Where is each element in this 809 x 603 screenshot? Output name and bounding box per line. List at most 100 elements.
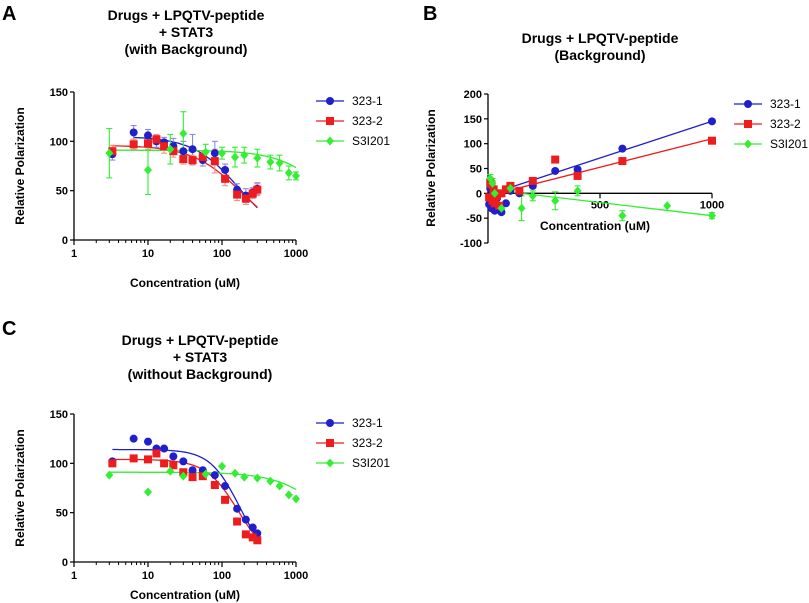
legend-label-323-2: 323-2 xyxy=(352,436,383,450)
data-point-S3I201 xyxy=(663,201,672,211)
panel-c-axes xyxy=(73,414,296,563)
data-point-323-2 xyxy=(221,495,230,504)
y-tick-label: 150 xyxy=(464,114,482,126)
y-tick-label: 50 xyxy=(56,186,68,198)
y-tick-label: 150 xyxy=(50,409,68,421)
data-point-323-1 xyxy=(221,482,230,491)
panel-a-y-axis-label: Relative Polarization xyxy=(13,107,27,224)
data-point-S3I201 xyxy=(218,461,226,471)
data-point-323-2 xyxy=(144,455,152,464)
data-point-323-1 xyxy=(160,444,169,453)
legend-marker-S3I201 xyxy=(326,136,334,146)
panel-c-ticks: 0 50 100 150 1 10 100 1000 xyxy=(50,409,309,582)
data-point-323-1 xyxy=(618,144,627,153)
data-point-323-2 xyxy=(198,472,207,481)
data-point-323-1 xyxy=(551,166,560,175)
y-tick-label: 0 xyxy=(62,235,68,247)
legend-label-S3I201: S3I201 xyxy=(352,134,390,148)
x-tick-label: 1 xyxy=(71,248,77,260)
legend-label-S3I201: S3I201 xyxy=(352,456,390,470)
panel-a-title-line-2: + STAT3 xyxy=(159,24,214,40)
data-point-323-1 xyxy=(169,452,178,461)
legend-marker-323-1 xyxy=(326,97,334,105)
x-tick-label: 1000 xyxy=(700,199,724,211)
data-point-323-2 xyxy=(248,533,257,542)
panel-letter-c: C xyxy=(2,318,16,340)
data-point-S3I201 xyxy=(179,471,188,481)
y-tick-label: 0 xyxy=(62,557,68,569)
panel-b-fit-lines xyxy=(487,120,713,217)
data-point-S3I201 xyxy=(275,158,284,168)
y-tick-label: -100 xyxy=(460,238,482,250)
data-point-323-1 xyxy=(188,145,197,154)
data-point-323-2 xyxy=(152,449,161,458)
data-point-323-1 xyxy=(129,128,138,137)
y-tick-label: -50 xyxy=(466,213,482,225)
legend-marker-323-2 xyxy=(744,120,752,128)
data-point-323-2 xyxy=(188,156,197,165)
data-point-S3I201 xyxy=(506,183,515,193)
fit-line-323-1 xyxy=(487,120,713,196)
data-point-323-1 xyxy=(221,165,230,174)
legend-label-323-2: 323-2 xyxy=(770,117,801,131)
panel-b-error-bars xyxy=(487,173,715,222)
y-tick-label: 200 xyxy=(464,89,482,101)
panel-a-title-line-1: Drugs + LPQTV-peptide xyxy=(108,7,265,23)
panel-b-y-axis-label: Relative Polarization xyxy=(424,109,438,226)
fit-line-323-1 xyxy=(112,448,258,538)
data-point-323-2 xyxy=(144,139,152,148)
data-point-323-2 xyxy=(188,473,197,482)
data-point-S3I201 xyxy=(618,211,627,221)
fit-line-323-2 xyxy=(487,138,713,197)
data-point-323-2 xyxy=(152,135,161,144)
data-point-S3I201 xyxy=(201,469,210,479)
panel-a-legend: 323-1 323-2 S3I201 xyxy=(316,94,390,148)
data-point-323-1 xyxy=(241,515,250,524)
data-point-323-1 xyxy=(179,147,188,156)
data-point-S3I201 xyxy=(231,152,240,162)
panel-b-title-line-2: (Background) xyxy=(555,47,646,63)
data-point-S3I201 xyxy=(275,481,284,491)
data-point-323-2 xyxy=(241,194,250,203)
data-point-323-2 xyxy=(515,186,524,195)
panel-b-legend: 323-1 323-2 S3I201 xyxy=(734,97,808,151)
data-point-323-2 xyxy=(253,185,262,194)
legend-marker-S3I201 xyxy=(744,139,752,149)
data-point-S3I201 xyxy=(105,470,114,480)
data-point-323-1 xyxy=(144,131,152,140)
x-tick-label: 1000 xyxy=(284,248,308,260)
data-point-323-2 xyxy=(248,189,257,198)
data-point-323-2 xyxy=(108,459,117,468)
data-point-S3I201 xyxy=(488,178,497,188)
y-tick-label: 0 xyxy=(476,188,482,200)
legend-label-323-2: 323-2 xyxy=(352,114,383,128)
panel-c: C Drugs + LPQTV-peptide + STAT3 (without… xyxy=(2,318,390,602)
y-tick-label: 150 xyxy=(50,87,68,99)
legend-marker-323-2 xyxy=(326,439,334,447)
data-point-S3I201 xyxy=(517,203,526,213)
panel-c-y-axis-label: Relative Polarization xyxy=(13,429,27,546)
data-point-323-1 xyxy=(708,117,716,126)
data-point-323-1 xyxy=(188,466,197,475)
panel-c-legend: 323-1 323-2 S3I201 xyxy=(316,416,390,470)
data-point-S3I201 xyxy=(490,188,499,198)
panel-b-ticks: -100 -50 0 50 100 150 200 500 1000 xyxy=(460,89,724,250)
data-point-323-2 xyxy=(501,185,510,194)
data-point-323-2 xyxy=(492,191,501,200)
fit-line-S3I201 xyxy=(487,188,713,217)
panel-a-title-line-3: (with Background) xyxy=(125,41,248,57)
data-point-S3I201 xyxy=(253,153,262,163)
data-point-323-2 xyxy=(129,140,138,149)
data-point-323-1 xyxy=(179,457,188,466)
data-point-S3I201 xyxy=(284,490,293,500)
data-point-323-1 xyxy=(233,504,242,513)
panel-b-data-points xyxy=(485,117,716,221)
panel-letter-b: B xyxy=(423,3,437,25)
panel-a-x-axis-label: Concentration (uM) xyxy=(130,276,240,290)
data-point-323-1 xyxy=(210,149,219,158)
data-point-323-2 xyxy=(108,147,117,156)
x-tick-label: 1 xyxy=(71,570,77,582)
x-tick-label: 10 xyxy=(142,570,154,582)
data-point-S3I201 xyxy=(266,157,275,167)
